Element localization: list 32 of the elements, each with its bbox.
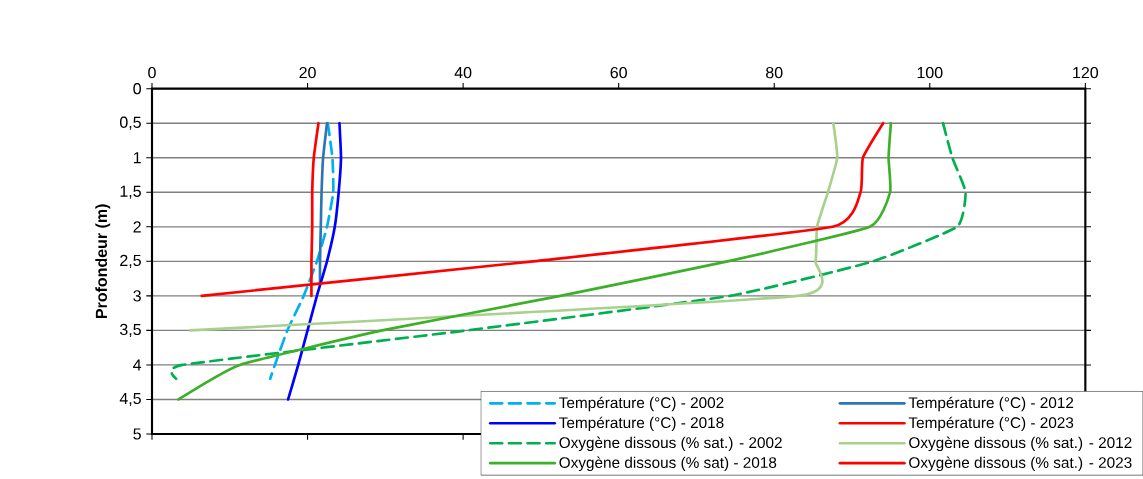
line-series xyxy=(268,121,335,381)
legend-label: Température (°C) - 2012 xyxy=(908,396,1074,412)
legend-label: Température (°C) - 2023 xyxy=(908,416,1074,432)
y-tick-label: 1,5 xyxy=(120,185,141,199)
y-tick-label: 3,5 xyxy=(119,323,141,338)
x-tick-label: 40 xyxy=(454,66,472,79)
y-tick-label: 0,5 xyxy=(119,116,141,130)
legend-label: Oxygène dissous (% sat.) - 2002 xyxy=(559,436,782,452)
x-tick-label: 120 xyxy=(1073,66,1099,79)
legend-label: Oxygène dissous (% sat.) - 2012 xyxy=(909,436,1132,452)
line-series xyxy=(286,121,343,401)
y-tick-label: 4 xyxy=(133,359,142,371)
line-series xyxy=(188,121,839,332)
y-tick-label: 4,5 xyxy=(119,392,141,406)
y-tick-label: 2,5 xyxy=(120,254,141,268)
legend-label: Oxygène dissous (% sat.) - 2023 xyxy=(909,456,1132,472)
line-series xyxy=(318,121,329,284)
y-tick-label: 2 xyxy=(133,221,141,233)
x-tick-label: 100 xyxy=(917,66,943,79)
y-tick-label: 1 xyxy=(133,152,141,164)
x-tick-label: 60 xyxy=(610,66,627,79)
y-tick-label: 5 xyxy=(133,428,141,440)
legend-label: Température (°C) - 2018 xyxy=(559,416,724,432)
x-tick-label: 80 xyxy=(766,66,783,79)
line-series xyxy=(200,121,885,298)
legend-label: Température (°C) - 2002 xyxy=(559,396,724,412)
x-tick-label: 0 xyxy=(148,66,156,79)
x-tick-label: 20 xyxy=(299,66,316,79)
y-axis-title: Profondeur (m) xyxy=(95,204,111,319)
y-tick-label: 0 xyxy=(133,83,141,95)
legend-label: Oxygène dissous (% sat) - 2018 xyxy=(559,456,777,472)
y-tick-label: 3 xyxy=(133,290,141,302)
